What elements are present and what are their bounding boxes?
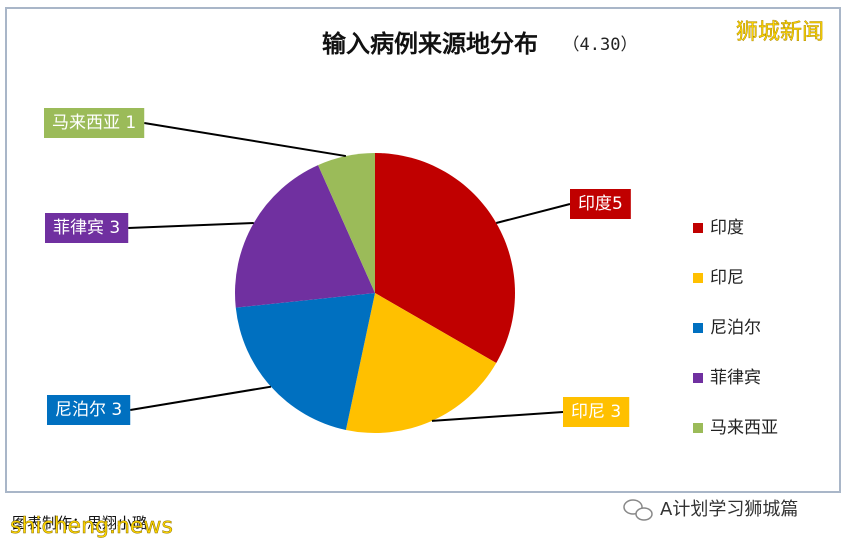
data-label-text: 尼泊尔 3	[55, 400, 122, 420]
data-label-box	[44, 108, 145, 138]
chart-title: 输入病例来源地分布	[322, 30, 538, 58]
watermark: 狮城新闻	[736, 20, 824, 45]
leader-line	[431, 411, 564, 422]
legend-label: 尼泊尔	[710, 318, 761, 338]
data-label-text: 印尼 3	[571, 402, 621, 422]
legend-swatch	[693, 273, 703, 283]
data-label: 菲律宾 3	[45, 213, 129, 243]
legend-label: 印度	[710, 218, 744, 238]
data-label: 马来西亚 1	[44, 108, 145, 138]
data-label: 尼泊尔 3	[47, 395, 131, 425]
pie-slice	[345, 293, 497, 434]
legend-swatch	[693, 373, 703, 383]
pie-slice	[375, 153, 515, 363]
data-label-text: 菲律宾 3	[53, 218, 120, 238]
watermark: shicheng.news	[10, 514, 173, 539]
credit-text: 图表制作：思翔小璐	[12, 514, 147, 532]
data-label-box	[563, 397, 630, 427]
data-label-text: 印度5	[578, 194, 623, 214]
pie-slice	[318, 153, 375, 293]
leader-line	[128, 222, 254, 229]
data-label: 印度5	[570, 189, 631, 219]
data-label-box	[47, 395, 131, 425]
pie-slice	[235, 165, 375, 308]
leader-line	[144, 122, 347, 158]
legend-swatch	[693, 323, 703, 333]
legend-swatch	[693, 423, 703, 433]
data-label-box	[45, 213, 129, 243]
legend-label: 菲律宾	[710, 368, 761, 388]
watermark: A计划学习狮城篇	[660, 499, 798, 520]
chart-subtitle: （4.30）	[563, 35, 638, 55]
data-label-text: 马来西亚 1	[52, 113, 136, 133]
legend-label: 马来西亚	[710, 418, 778, 438]
data-label-box	[570, 189, 631, 219]
legend-swatch	[693, 223, 703, 233]
legend-label: 印尼	[710, 268, 744, 288]
leader-line	[495, 203, 571, 224]
leader-line	[130, 385, 272, 411]
data-label: 印尼 3	[563, 397, 630, 427]
pie-slice	[235, 293, 375, 430]
wechat-icon	[623, 499, 653, 521]
